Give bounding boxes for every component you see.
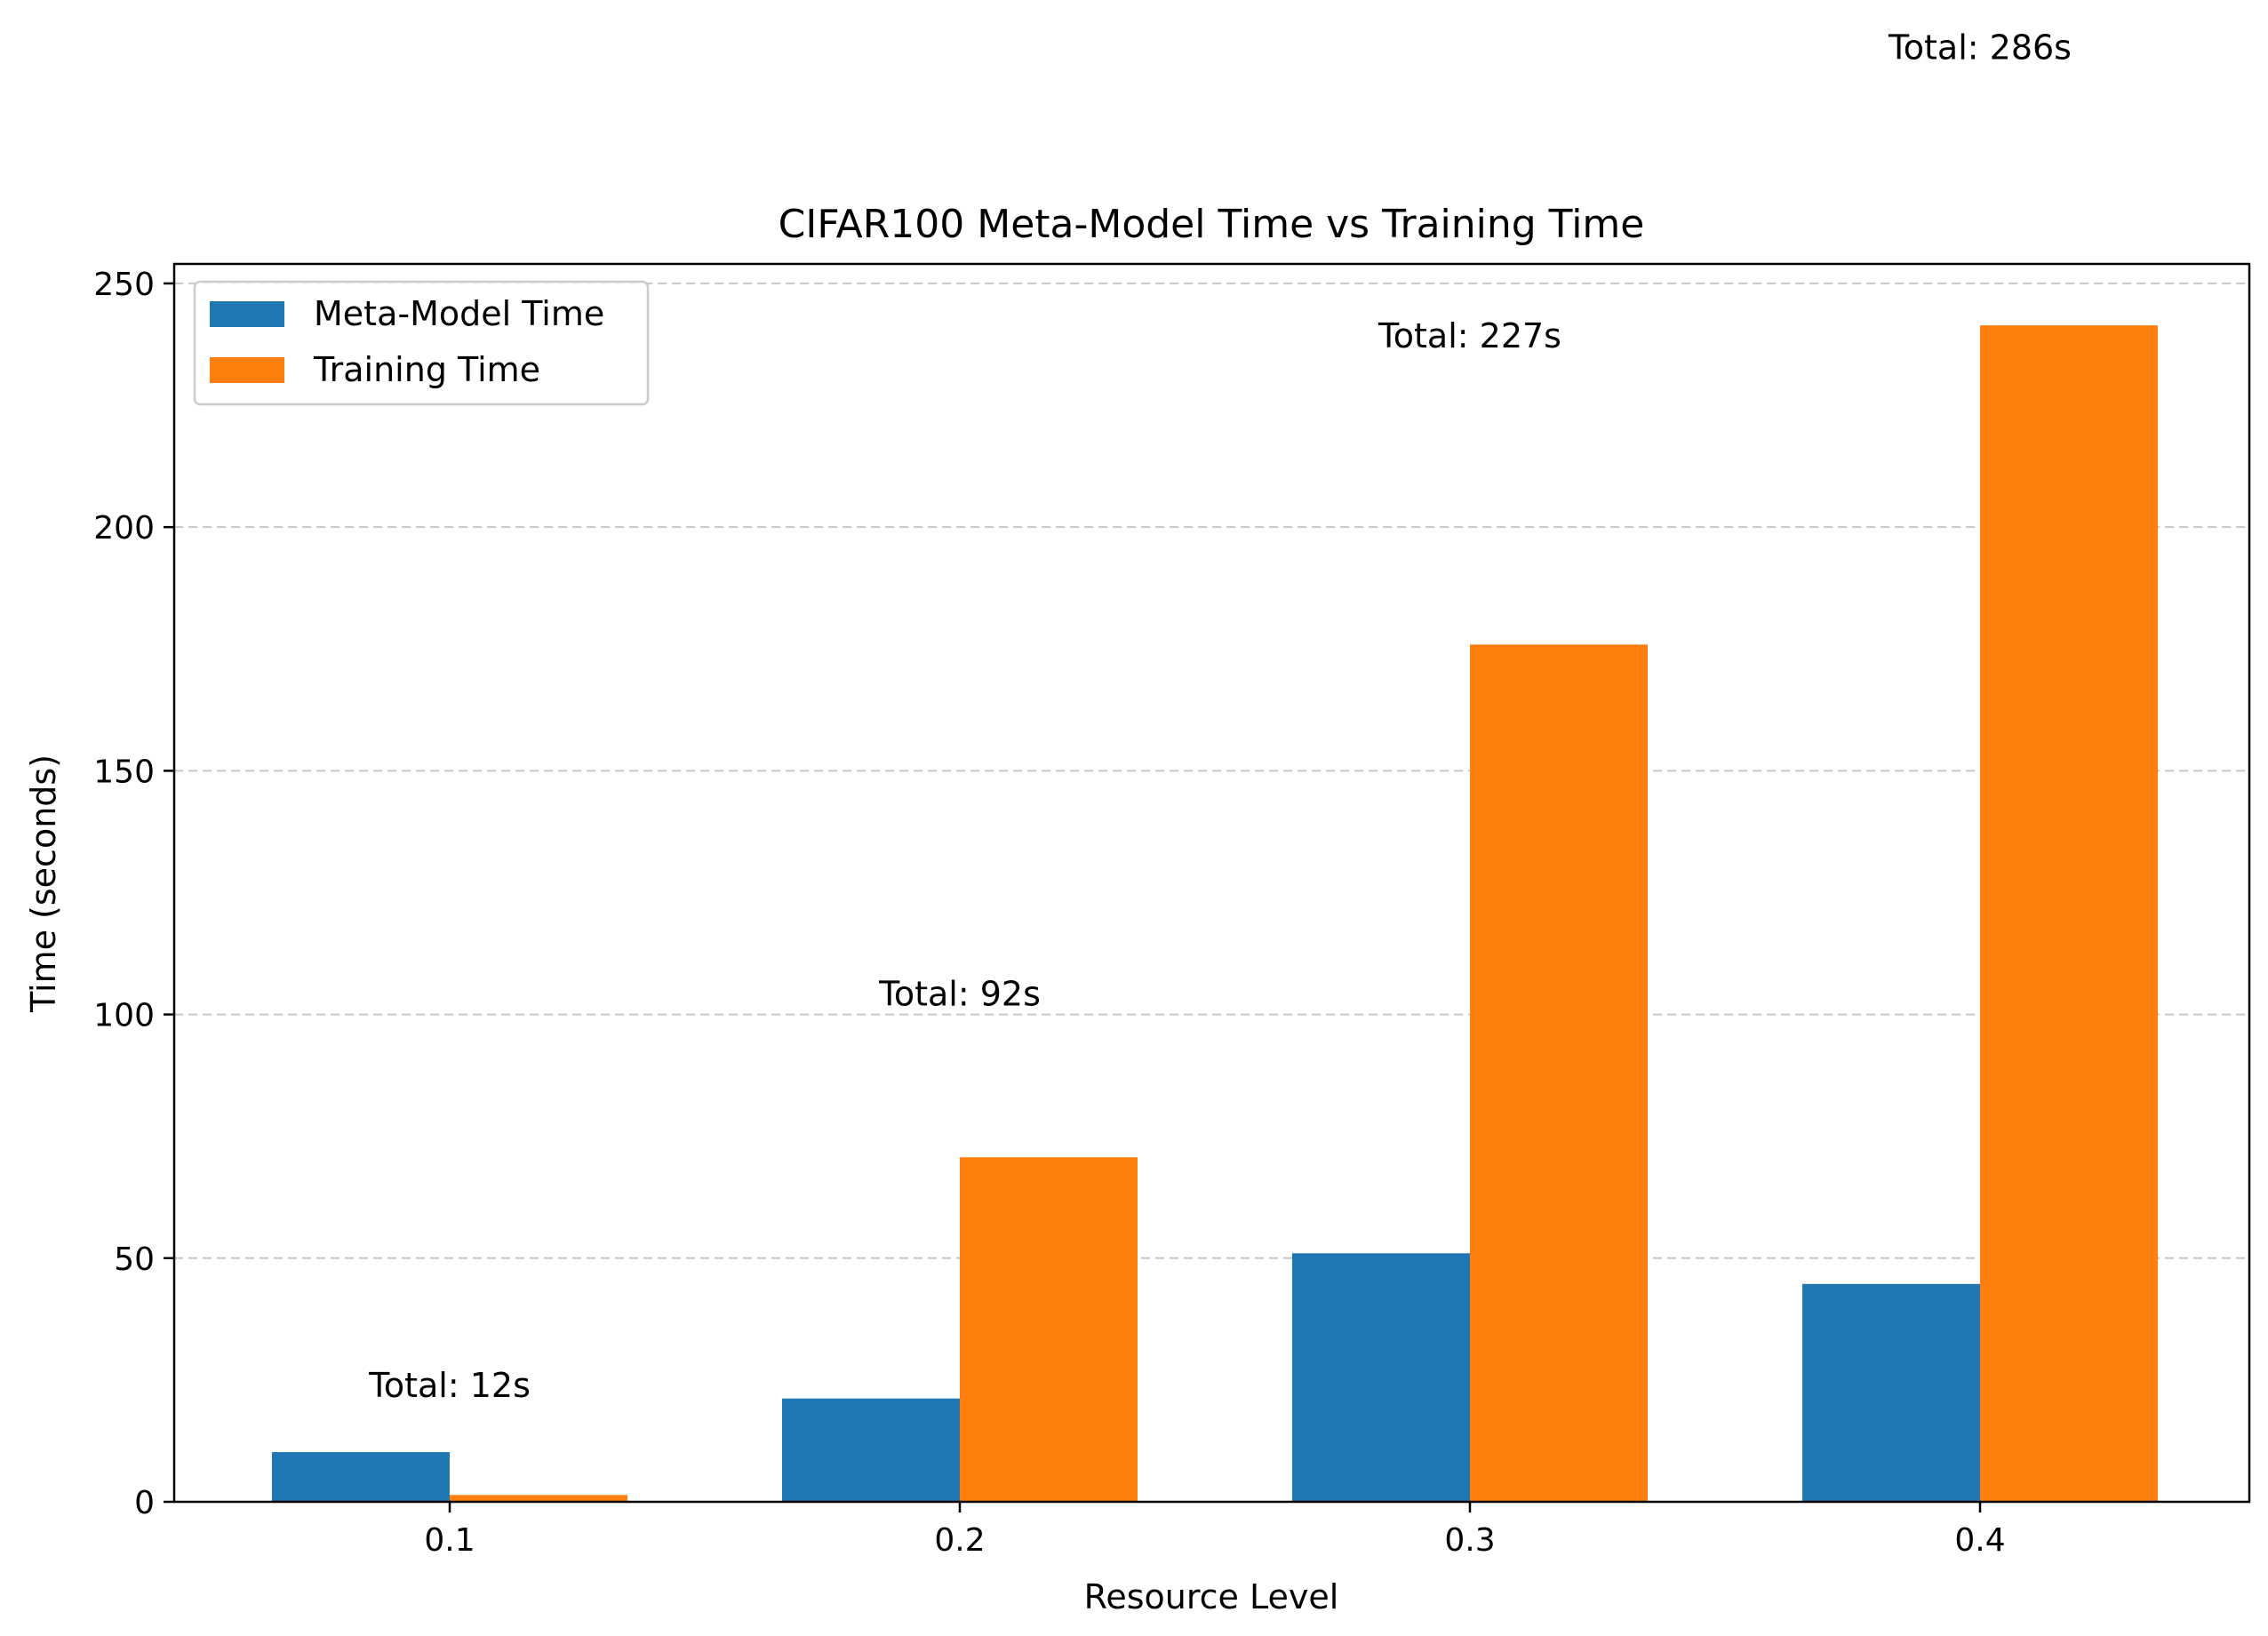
bar-meta-model-0.2 [782, 1398, 960, 1502]
x-tick-label: 0.3 [1444, 1522, 1495, 1559]
plot-frame [172, 262, 2251, 1504]
y-tick-label: 200 [93, 510, 155, 547]
y-tick-label: 250 [93, 267, 155, 303]
bars [272, 325, 2158, 1502]
y-tick-label: 50 [114, 1241, 155, 1278]
legend-swatch-training [210, 357, 284, 383]
legend: Meta-Model Time Training Time [193, 280, 650, 406]
bar-training-0.2 [960, 1157, 1138, 1502]
bar-training-0.4 [1980, 325, 2158, 1502]
bar-meta-model-0.1 [272, 1452, 450, 1502]
legend-box [193, 280, 650, 406]
ticks: 0 50 100 150 200 250 0.1 0.2 0.3 0.4 [93, 267, 2005, 1559]
total-annotations: Total: 12s Total: 92s Total: 227s Total: 28… [368, 28, 2072, 1405]
legend-swatch-meta-model [210, 301, 284, 327]
total-annotation: Total: 12s [368, 1366, 531, 1405]
y-tick-label: 0 [134, 1485, 155, 1521]
legend-label-meta-model: Meta-Model Time [314, 294, 604, 333]
total-annotation: Total: 227s [1378, 316, 1561, 355]
chart-title: CIFAR100 Meta-Model Time vs Training Tim… [779, 202, 1645, 247]
x-tick-label: 0.1 [424, 1522, 475, 1559]
x-axis-label: Resource Level [1084, 1577, 1339, 1616]
bar-meta-model-0.4 [1802, 1283, 1980, 1502]
y-axis-label: Time (seconds) [24, 754, 63, 1013]
total-annotation: Total: 286s [1888, 28, 2072, 68]
legend-label-training: Training Time [313, 350, 540, 389]
x-tick-label: 0.2 [934, 1522, 985, 1559]
y-tick-label: 150 [93, 754, 155, 790]
x-tick-label: 0.4 [1954, 1522, 2005, 1559]
bar-training-0.3 [1470, 644, 1648, 1502]
total-annotation: Total: 92s [878, 975, 1041, 1014]
y-tick-label: 100 [93, 998, 155, 1034]
bar-training-0.1 [450, 1495, 627, 1502]
bar-meta-model-0.3 [1292, 1253, 1470, 1502]
